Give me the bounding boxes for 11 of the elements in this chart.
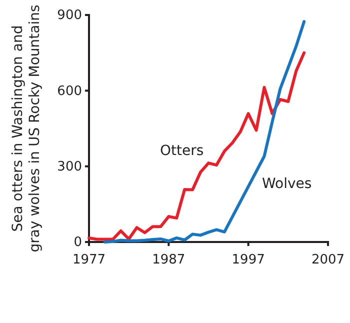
x-tick-label: 1987 [152,252,186,268]
x-tick-label: 2007 [311,252,345,268]
x-tick-label: 1997 [232,252,265,268]
x-tick-label: 1977 [72,252,106,268]
y-tick-label: 300 [57,159,82,174]
series-label: Wolves [262,176,312,192]
y-tick-label: 600 [57,84,82,99]
y-axis-title: Sea otters in Washington and gray wolves in US Rocky Mountains [10,4,43,252]
y-tick-label: 0 [74,235,82,250]
series-label: Otters [160,143,204,159]
y-tick-label: 900 [57,8,82,24]
